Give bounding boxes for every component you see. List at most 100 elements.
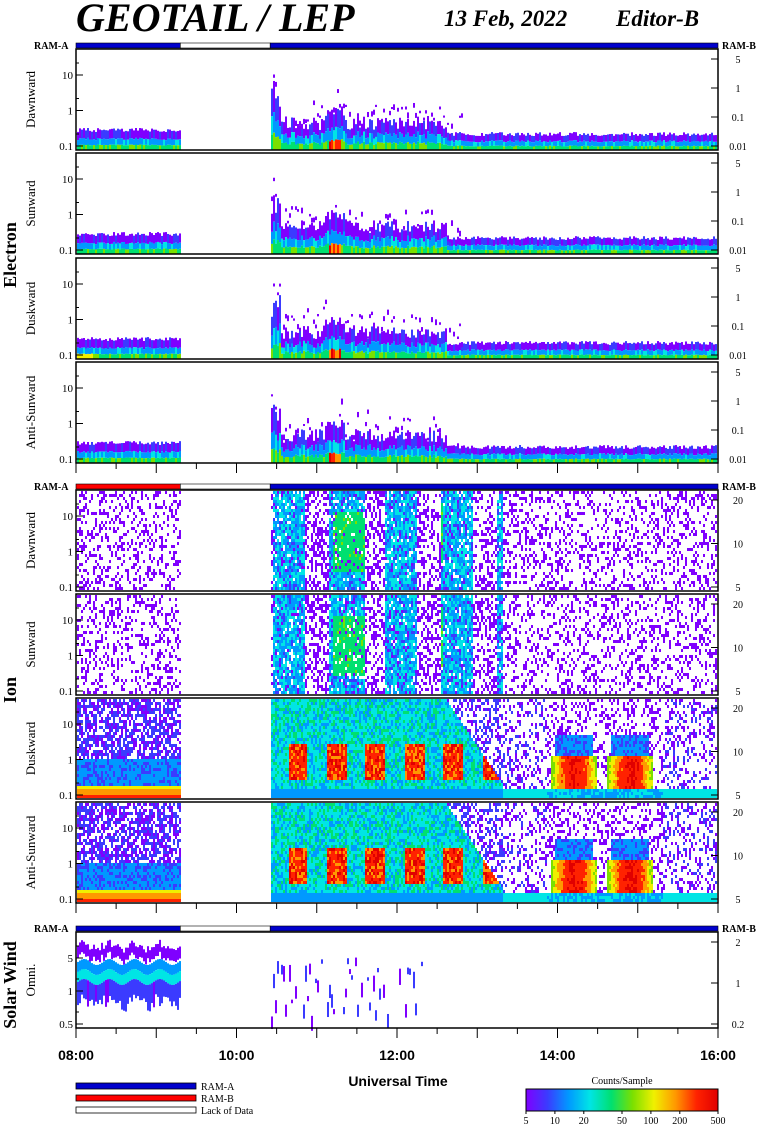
y-tick-label-left: 10 <box>62 279 74 291</box>
panel-spectrum <box>77 595 717 694</box>
colorbar-tick-label: 5 <box>524 1116 529 1127</box>
y-tick-label-left: 0.1 <box>59 350 73 362</box>
legend-label: RAM-A <box>201 1082 235 1093</box>
panel-spectrum <box>77 699 717 798</box>
y-tick-label-left: 0.1 <box>59 894 73 906</box>
panel-spectrum <box>77 284 717 359</box>
y-tick-label-left: 1 <box>68 755 74 767</box>
y-tick-label-left: 1 <box>68 651 74 663</box>
panel-label: Anti-Sunward <box>23 815 38 889</box>
x-tick-label: 10:00 <box>219 1047 255 1063</box>
y-tick-label-left: 10 <box>62 615 74 627</box>
y-tick-label-right: 1 <box>736 188 741 199</box>
panel-label: Dawnward <box>23 70 38 128</box>
y-tick-label-left: 0.1 <box>59 141 73 153</box>
y-tick-label-right: 5 <box>736 159 741 170</box>
y-tick-label-right: 20 <box>733 704 743 715</box>
y-tick-label-right: 10 <box>733 540 743 551</box>
status-segment <box>270 926 718 931</box>
y-tick-label-left: 10 <box>62 719 74 731</box>
y-tick-label-left: 10 <box>62 383 74 395</box>
y-tick-label-right: 5 <box>736 687 741 698</box>
y-tick-label-right: 5 <box>736 791 741 802</box>
colorbar-title: Counts/Sample <box>591 1076 653 1087</box>
y-tick-label-left: 10 <box>62 174 74 186</box>
group-label: Ion <box>0 677 20 703</box>
y-tick-label-left: 0.1 <box>59 790 73 802</box>
y-tick-label-right: 20 <box>733 496 743 507</box>
colorbar-tick-label: 50 <box>617 1116 627 1127</box>
status-label-left: RAM-A <box>34 924 69 935</box>
y-tick-label-right: 10 <box>733 748 743 759</box>
y-tick-label-right: 20 <box>733 600 743 611</box>
colorbar-tick-label: 20 <box>579 1116 589 1127</box>
legend-swatch <box>76 1107 196 1113</box>
status-segment <box>76 926 180 931</box>
y-tick-label-left: 1 <box>68 547 74 559</box>
y-tick-label-right: 0.01 <box>729 351 747 362</box>
y-tick-label-right: 0.1 <box>732 113 745 124</box>
x-tick-label: 12:00 <box>379 1047 415 1063</box>
legend-swatch <box>76 1083 196 1089</box>
y-tick-label-right: 0.1 <box>732 217 745 228</box>
figure-editor: Editor-B <box>615 6 699 31</box>
status-segment <box>180 926 270 931</box>
x-axis-label: Universal Time <box>348 1073 448 1089</box>
figure-title: GEOTAIL / LEP <box>76 0 355 40</box>
y-tick-label-left: 1 <box>68 986 74 998</box>
colorbar-tick-label: 500 <box>711 1116 726 1127</box>
y-tick-label-right: 2 <box>736 938 741 949</box>
panel-spectrum <box>77 940 423 1031</box>
panel-label: Sunward <box>23 621 38 668</box>
y-tick-label-left: 0.1 <box>59 686 73 698</box>
y-tick-label-right: 5 <box>736 368 741 379</box>
y-tick-label-left: 1 <box>68 859 74 871</box>
y-tick-label-left: 5 <box>68 953 74 965</box>
y-tick-label-left: 0.1 <box>59 454 73 466</box>
x-tick-label: 14:00 <box>540 1047 576 1063</box>
legend-swatch <box>76 1095 196 1101</box>
panel-spectrum <box>77 803 717 902</box>
spectra-layer <box>77 74 717 1030</box>
y-tick-label-left: 10 <box>62 823 74 835</box>
y-tick-label-right: 1 <box>736 84 741 95</box>
y-tick-label-left: 10 <box>62 511 74 523</box>
status-segment <box>180 484 270 489</box>
y-tick-label-right: 20 <box>733 808 743 819</box>
panel-spectrum <box>77 178 717 254</box>
y-tick-label-left: 0.1 <box>59 582 73 594</box>
colorbar-ramp <box>526 1089 718 1111</box>
y-tick-label-right: 1 <box>736 979 741 990</box>
colorbar-tick-label: 100 <box>643 1116 658 1127</box>
y-tick-label-left: 1 <box>68 419 74 431</box>
y-tick-label-right: 1 <box>736 397 741 408</box>
y-tick-label-left: 0.5 <box>59 1019 73 1031</box>
status-label-right: RAM-B <box>722 41 756 52</box>
y-tick-label-right: 0.1 <box>732 322 745 333</box>
colorbar-tick-label: 10 <box>550 1116 560 1127</box>
y-tick-label-right: 0.2 <box>732 1020 745 1031</box>
status-segment <box>76 484 180 489</box>
status-segment <box>76 43 180 48</box>
panel-spectrum <box>77 74 717 150</box>
y-tick-label-right: 5 <box>736 895 741 906</box>
y-tick-label-right: 0.1 <box>732 426 745 437</box>
y-tick-label-left: 10 <box>62 70 74 82</box>
status-segment <box>270 484 718 489</box>
panel-label: Duskward <box>23 721 38 775</box>
y-tick-label-right: 5 <box>736 583 741 594</box>
status-segment <box>270 43 718 48</box>
y-tick-label-left: 1 <box>68 210 74 222</box>
group-label: Electron <box>0 222 20 288</box>
y-tick-label-left: 1 <box>68 106 74 118</box>
status-label-right: RAM-B <box>722 924 756 935</box>
panel-label: Anti-Sunward <box>23 375 38 449</box>
legend-label: Lack of Data <box>201 1106 254 1117</box>
status-label-left: RAM-A <box>34 41 69 52</box>
y-tick-label-left: 1 <box>68 315 74 327</box>
panel-label: Duskward <box>23 281 38 335</box>
panel-spectrum <box>77 394 717 463</box>
